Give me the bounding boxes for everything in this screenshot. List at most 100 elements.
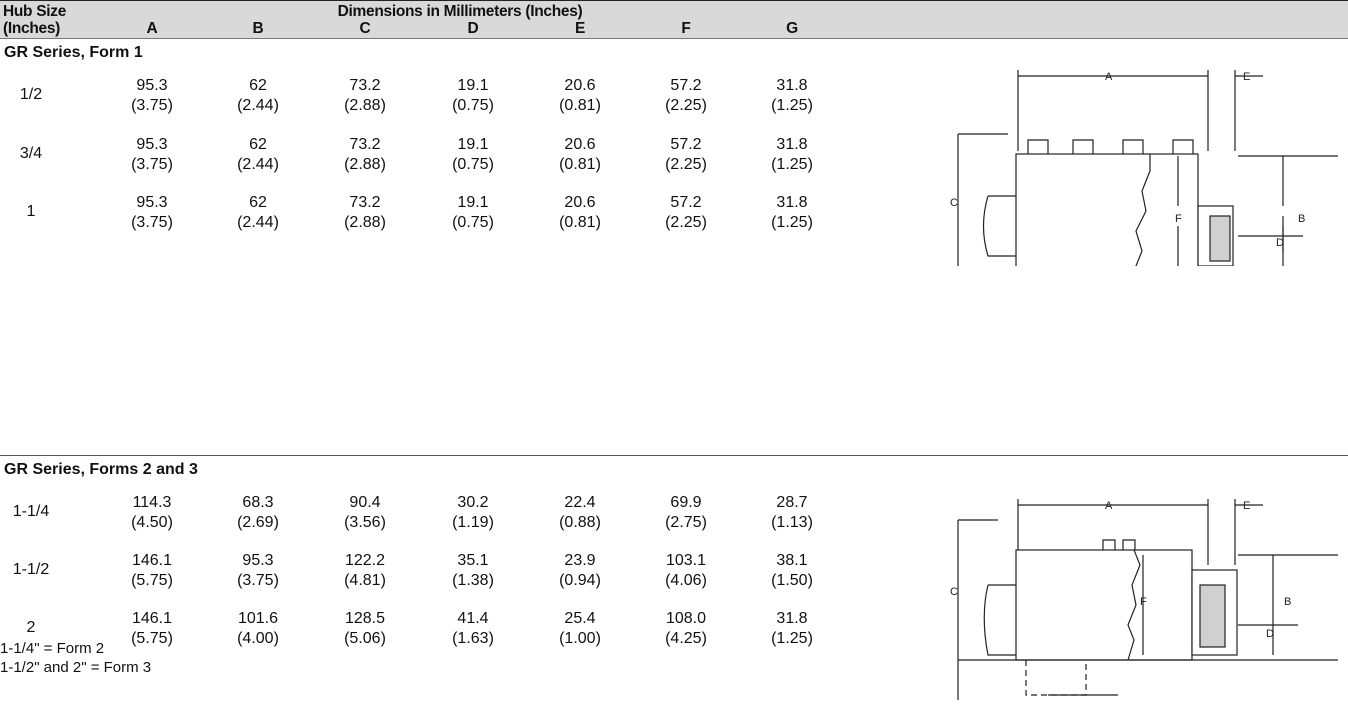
millimeter-value: 73.2 [349, 77, 381, 94]
inch-value: (1.25) [771, 156, 813, 173]
dimension-cell-g: 31.8 (1.25) [771, 76, 813, 116]
drawing-2-label-e-top: E [1243, 500, 1250, 512]
drawing-label-a: A [1105, 71, 1113, 83]
forms-2-3-dimension-drawing: A E C F B D [950, 499, 1338, 700]
form-1-dimension-drawing: A E C F B D [950, 70, 1338, 266]
column-header-g: G [786, 20, 798, 37]
dimension-cell-d: 30.2 (1.19) [452, 493, 494, 533]
hub-size-cell: 1/2 [19, 86, 43, 103]
millimeter-value: 114.3 [132, 494, 172, 511]
hub-size-cell: 1-1/4 [12, 503, 50, 520]
millimeter-value: 68.3 [242, 494, 274, 511]
millimeter-value: 69.9 [670, 494, 702, 511]
inch-value: (0.75) [452, 156, 494, 173]
drawing-label-e-top: E [1243, 71, 1250, 83]
millimeter-value: 25.4 [564, 610, 596, 627]
inch-value: (5.75) [131, 572, 173, 589]
inch-value: (2.88) [344, 156, 386, 173]
inch-value: (1.19) [452, 514, 494, 531]
drawing-label-f: F [1175, 213, 1182, 225]
inch-value: (1.50) [771, 572, 813, 589]
inch-value: (2.44) [237, 97, 279, 114]
inch-value: (1.25) [771, 97, 813, 114]
note-form-2: 1-1/4" = Form 2 [0, 640, 105, 657]
inch-value: (4.25) [665, 630, 707, 647]
millimeter-value: 19.1 [457, 77, 489, 94]
inch-value: (1.38) [452, 572, 494, 589]
column-header-f: F [681, 20, 691, 37]
inch-value: (0.81) [559, 156, 601, 173]
dimension-cell-e: 23.9 (0.94) [559, 551, 601, 591]
millimeter-value: 57.2 [670, 77, 702, 94]
dimension-cell-g: 28.7 (1.13) [771, 493, 813, 533]
column-header-c: C [359, 20, 371, 37]
dimension-cell-f: 57.2 (2.25) [665, 76, 707, 116]
drawing-label-b: B [1298, 213, 1305, 225]
dimension-cell-b: 101.6 (4.00) [237, 609, 279, 649]
inch-value: (0.81) [559, 214, 601, 231]
millimeter-value: 31.8 [776, 77, 808, 94]
inch-value: (4.50) [131, 514, 173, 531]
hub-size-cell: 1-1/2 [12, 561, 50, 578]
inch-value: (0.75) [452, 97, 494, 114]
dimension-cell-e: 25.4 (1.00) [559, 609, 601, 649]
millimeter-value: 35.1 [457, 552, 489, 569]
hub-size-units-header: (Inches) [3, 20, 61, 37]
millimeter-value: 31.8 [776, 136, 808, 153]
millimeter-value: 146.1 [131, 552, 173, 569]
millimeter-value: 28.7 [776, 494, 808, 511]
dimension-cell-b: 62 (2.44) [237, 193, 279, 233]
note-form-3: 1-1/2" and 2" = Form 3 [0, 659, 152, 676]
millimeter-value: 95.3 [136, 136, 168, 153]
millimeter-value: 57.2 [670, 136, 702, 153]
inch-value: (2.75) [665, 514, 707, 531]
dimension-cell-g: 31.8 (1.25) [771, 193, 813, 233]
dimension-cell-b: 62 (2.44) [237, 76, 279, 116]
inch-value: (2.88) [344, 97, 386, 114]
hub-size-header: Hub Size [3, 3, 67, 20]
millimeter-value: 101.6 [237, 610, 279, 627]
inch-value: (2.44) [237, 214, 279, 231]
hub-size-cell: 3/4 [19, 145, 43, 162]
column-header-d: D [467, 20, 479, 37]
dimension-cell-b: 95.3 (3.75) [237, 551, 279, 591]
inch-value: (1.25) [771, 214, 813, 231]
millimeter-value: 62 [249, 194, 267, 211]
dimension-cell-f: 103.1 (4.06) [665, 551, 707, 591]
drawing-2-label-a: A [1105, 500, 1113, 512]
table-header: Hub Size (Inches) Dimensions in Millimet… [0, 1, 1348, 39]
dimension-cell-f: 57.2 (2.25) [665, 193, 707, 233]
millimeter-value: 95.3 [136, 77, 168, 94]
dimension-cell-c: 128.5 (5.06) [344, 609, 386, 649]
dimension-cell-a: 95.3 (3.75) [131, 135, 173, 175]
dimension-cell-d: 41.4 (1.63) [452, 609, 494, 649]
millimeter-value: 95.3 [242, 552, 274, 569]
inch-value: (0.81) [559, 97, 601, 114]
inch-value: (2.25) [665, 156, 707, 173]
inch-value: (2.25) [665, 97, 707, 114]
inch-value: (4.00) [237, 630, 279, 647]
millimeter-value: 103.1 [665, 552, 707, 569]
drawing-2-label-d: D [1266, 628, 1274, 640]
dimension-cell-a: 95.3 (3.75) [131, 193, 173, 233]
dimension-cell-f: 57.2 (2.25) [665, 135, 707, 175]
dimension-cell-d: 35.1 (1.38) [452, 551, 494, 591]
millimeter-value: 20.6 [564, 77, 596, 94]
inch-value: (2.44) [237, 156, 279, 173]
millimeter-value: 41.4 [457, 610, 489, 627]
millimeter-value: 22.4 [564, 494, 596, 511]
dimension-cell-f: 69.9 (2.75) [665, 493, 707, 533]
dimension-cell-g: 38.1 (1.50) [771, 551, 813, 591]
dimension-cell-b: 68.3 (2.69) [237, 493, 279, 533]
drawing-label-d: D [1276, 237, 1284, 249]
inch-value: (3.75) [131, 214, 173, 231]
inch-value: (1.13) [771, 514, 813, 531]
dimension-cell-d: 19.1 (0.75) [452, 76, 494, 116]
section-title-forms-2-3: GR Series, Forms 2 and 3 [4, 461, 198, 478]
drawing-2-label-c: C [950, 586, 958, 598]
dimensions-header: Dimensions in Millimeters (Inches) [337, 3, 583, 20]
dimension-cell-b: 62 (2.44) [237, 135, 279, 175]
column-header-a: A [146, 20, 158, 37]
inch-value: (2.25) [665, 214, 707, 231]
millimeter-value: 73.2 [349, 136, 381, 153]
